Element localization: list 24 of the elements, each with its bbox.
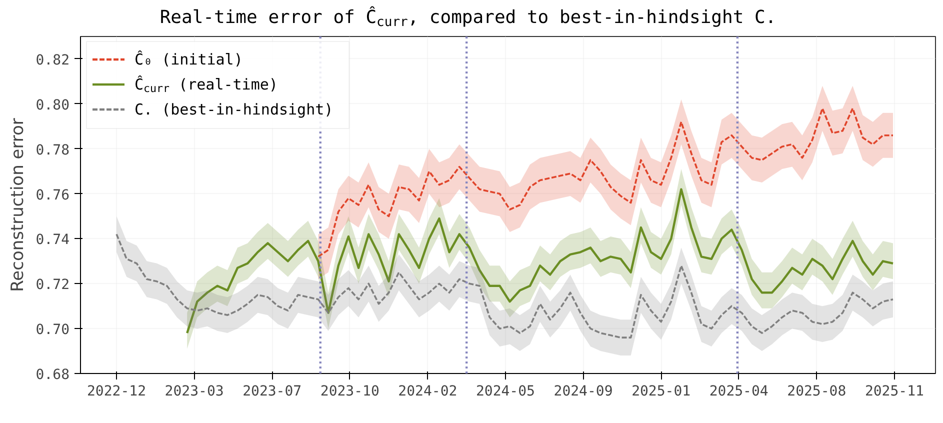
y-tick-label: 0.76 — [36, 187, 70, 204]
y-tick-label: 0.70 — [36, 322, 70, 338]
line-series — [186, 188, 894, 334]
x-tick-label: 2025-08 — [787, 384, 846, 400]
x-tick-label: 2024-09 — [554, 384, 613, 400]
x-tick-label: 2023-10 — [320, 384, 380, 400]
y-tick-label: 0.68 — [36, 367, 70, 383]
x-tick-label: 2025-11 — [864, 384, 924, 400]
line-series — [116, 233, 894, 338]
y-tick-label: 0.82 — [36, 52, 70, 68]
x-tick-label: 2023-03 — [164, 384, 224, 400]
y-tick-label: 0.74 — [36, 232, 70, 248]
x-tick-label: 2025-01 — [632, 384, 691, 400]
legend-label: C. (best-in-hindsight) — [134, 100, 334, 118]
x-tick-label: 2022-12 — [87, 384, 146, 400]
y-tick-label: 0.72 — [36, 277, 70, 294]
x-tick-label: 2023-07 — [242, 384, 302, 400]
x-tick-label: 2024-05 — [476, 384, 535, 400]
y-axis-title: Reconstruction error — [8, 118, 28, 292]
x-tick-label: 2025-04 — [709, 384, 768, 400]
y-tick-label: 0.78 — [36, 142, 70, 158]
x-tick-label: 2024-02 — [398, 384, 458, 400]
y-tick-label: 0.80 — [36, 97, 70, 114]
legend-label: Ĉ₀ (initial) — [134, 50, 243, 68]
